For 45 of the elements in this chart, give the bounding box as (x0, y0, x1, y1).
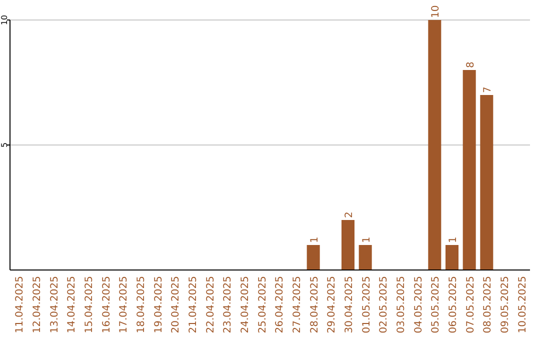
x-tick-label: 21.04.2025 (188, 276, 199, 334)
x-tick-label: 02.05.2025 (378, 276, 390, 334)
x-tick-label: 10.05.2025 (517, 276, 528, 334)
x-tick-label: 26.04.2025 (274, 276, 286, 334)
x-tick-label: 11.04.2025 (14, 276, 26, 334)
bar (428, 20, 442, 270)
x-tick-label: 01.05.2025 (361, 276, 372, 334)
x-tick-label: 20.04.2025 (170, 276, 182, 334)
x-tick-label: 05.05.2025 (430, 276, 442, 334)
bar (306, 245, 320, 270)
x-tick-label: 28.04.2025 (309, 276, 320, 334)
x-tick-label: 29.04.2025 (326, 276, 338, 334)
x-tick-label: 30.04.2025 (344, 276, 355, 334)
x-tick-label: 06.05.2025 (448, 276, 459, 334)
bar (446, 245, 458, 270)
bar (462, 70, 476, 270)
x-tick-label: 14.04.2025 (66, 276, 78, 334)
x-tick-label: 18.04.2025 (136, 276, 147, 334)
x-tick-label: 13.04.2025 (49, 276, 60, 334)
x-tick-label: 25.04.2025 (257, 276, 268, 334)
x-tick-label: 09.05.2025 (500, 276, 511, 334)
x-tick-label: 27.04.2025 (292, 276, 303, 334)
data-label: 8 (465, 62, 476, 68)
x-tick-label: 08.05.2025 (482, 276, 494, 334)
bar (342, 220, 354, 270)
x-tick-label: 07.05.2025 (465, 276, 476, 334)
y-tick-label: 5 (0, 142, 9, 148)
x-tick-label: 22.04.2025 (205, 276, 216, 334)
data-label: 2 (344, 212, 355, 218)
x-tick-label: 03.05.2025 (396, 276, 407, 334)
data-label: 1 (448, 236, 459, 243)
data-label: 1 (309, 236, 320, 243)
data-label: 10 (430, 5, 442, 18)
bar (358, 245, 372, 270)
x-tick-label: 04.05.2025 (413, 276, 424, 334)
data-label: 7 (482, 86, 494, 93)
bar (480, 95, 494, 270)
x-tick-label: 17.04.2025 (118, 276, 130, 334)
data-label: 1 (361, 236, 372, 243)
x-tick-label: 16.04.2025 (101, 276, 112, 334)
x-tick-label: 24.04.2025 (240, 276, 251, 334)
x-tick-label: 12.04.2025 (32, 276, 43, 334)
x-tick-label: 15.04.2025 (84, 276, 95, 334)
x-tick-label: 23.04.2025 (222, 276, 234, 334)
x-tick-label: 19.04.2025 (153, 276, 164, 334)
